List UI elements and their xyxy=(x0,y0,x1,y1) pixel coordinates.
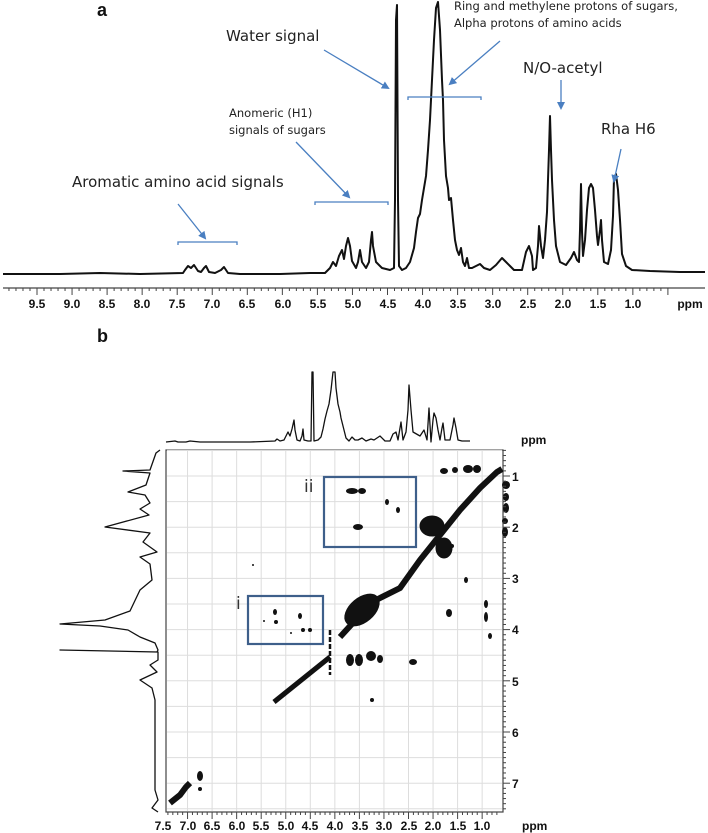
x-tick: 7.5 xyxy=(168,297,186,311)
box-i xyxy=(246,594,325,646)
box-ii-label: ii xyxy=(304,477,314,497)
box-ii xyxy=(322,475,418,549)
aromatic-label: Aromatic amino acid signals xyxy=(72,173,284,191)
y-tick: 6 xyxy=(512,726,519,740)
acetyl-label: N/O-acetyl xyxy=(523,59,603,77)
x-tick: 3.5 xyxy=(351,819,369,833)
panel-a-annotation-marks xyxy=(177,40,622,245)
x-tick: 6.5 xyxy=(238,297,256,311)
x-tick: 4.0 xyxy=(326,819,344,833)
panel-a-x-axis-label: ppm xyxy=(677,297,703,311)
x-tick: 1.5 xyxy=(449,819,467,833)
y-tick: 2 xyxy=(512,521,519,535)
y-tick: 7 xyxy=(512,777,519,791)
x-tick: 1.0 xyxy=(473,819,491,833)
x-tick: 5.0 xyxy=(344,297,362,311)
x-tick: 5.5 xyxy=(252,819,270,833)
x-tick: 4.0 xyxy=(414,297,432,311)
water-signal-arrow xyxy=(323,49,390,90)
y-tick: 3 xyxy=(512,572,519,586)
x-tick: 2.0 xyxy=(554,297,572,311)
panel-b-x-axis-label: ppm xyxy=(522,819,548,833)
panel-a-x-axis xyxy=(3,287,705,295)
box-i-label: i xyxy=(236,594,241,614)
y-tick: 1 xyxy=(512,470,519,484)
x-tick: 5.0 xyxy=(277,819,295,833)
water-signal-label: Water signal xyxy=(226,27,320,45)
x-tick: 3.0 xyxy=(375,819,393,833)
panel-a-label: a xyxy=(97,0,108,20)
anomeric-label-line1: Anomeric (H1) xyxy=(229,106,313,120)
x-tick: 8.5 xyxy=(98,297,116,311)
panel-b-top-projection xyxy=(59,371,470,813)
x-tick: 3.0 xyxy=(484,297,502,311)
ring-protons-label-line2: Alpha protons of amino acids xyxy=(454,16,622,30)
x-tick: 1.0 xyxy=(624,297,642,311)
aromatic-arrow xyxy=(177,203,207,240)
anomeric-bracket xyxy=(314,201,389,205)
x-tick: 1.5 xyxy=(589,297,607,311)
aromatic-bracket xyxy=(177,241,238,245)
panel-b-plot-area xyxy=(165,449,504,813)
x-tick: 9.0 xyxy=(63,297,81,311)
anomeric-arrow xyxy=(295,141,351,199)
panel-b-contours xyxy=(168,465,510,806)
panel-b-label: b xyxy=(97,326,108,346)
x-tick: 6.5 xyxy=(203,819,221,833)
x-tick: 4.5 xyxy=(379,297,397,311)
x-tick: 4.5 xyxy=(301,819,319,833)
y-tick: 4 xyxy=(512,623,519,637)
top-projection-unit: ppm xyxy=(521,433,547,447)
panel-b-axes xyxy=(167,449,510,819)
x-tick: 7.0 xyxy=(203,297,221,311)
y-tick: 5 xyxy=(512,675,519,689)
x-tick: 3.5 xyxy=(449,297,467,311)
x-tick: 5.5 xyxy=(309,297,327,311)
ring-protons-bracket xyxy=(407,96,482,100)
ring-protons-arrow xyxy=(448,40,501,86)
x-tick: 9.5 xyxy=(28,297,46,311)
x-tick: 2.0 xyxy=(424,819,442,833)
rha-h6-arrow xyxy=(611,148,622,183)
x-tick: 8.0 xyxy=(133,297,151,311)
ring-protons-label-line1: Ring and methylene protons of sugars, xyxy=(454,0,678,13)
x-tick: 2.5 xyxy=(400,819,418,833)
rha-h6-label: Rha H6 xyxy=(601,120,656,138)
panel-b-highlight-boxes xyxy=(246,475,418,646)
x-tick: 7.0 xyxy=(179,819,197,833)
x-tick: 2.5 xyxy=(519,297,537,311)
panel-a-spectrum xyxy=(3,1,705,275)
x-tick: 6.0 xyxy=(274,297,292,311)
x-tick: 7.5 xyxy=(154,819,172,833)
x-tick: 6.0 xyxy=(228,819,246,833)
anomeric-label-line2: signals of sugars xyxy=(229,123,326,137)
